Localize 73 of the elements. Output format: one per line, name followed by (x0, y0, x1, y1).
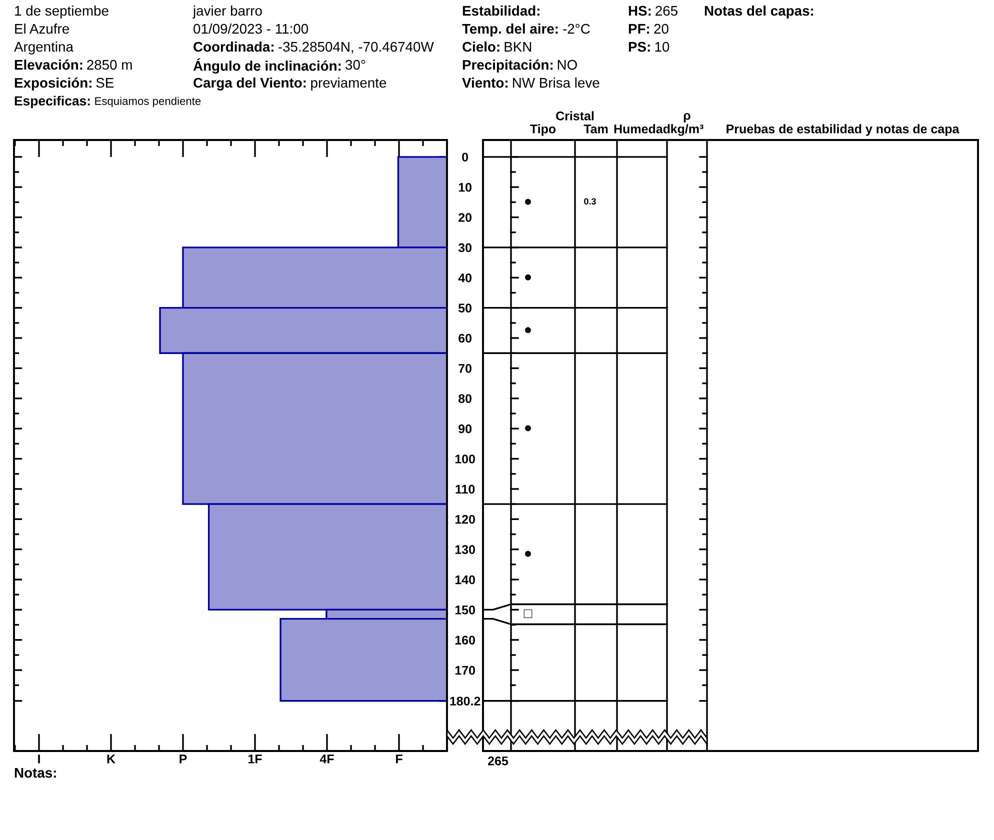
text: PF: (628, 24, 650, 34)
text: 2850 m (87, 60, 132, 70)
y-tick-label: 160 (455, 636, 475, 645)
text: -35.28504N, -70.46740W (278, 42, 434, 54)
text: BKN (504, 42, 532, 52)
text: K (107, 754, 116, 764)
text: Elevación: (14, 59, 82, 70)
y-tick-label: 100 (455, 454, 475, 464)
text: previamente (311, 78, 386, 90)
text: I (38, 754, 40, 764)
text: Exposición: (14, 77, 92, 91)
text: 0.3 (584, 198, 596, 205)
text: P (180, 754, 187, 764)
category-label: Tipo (530, 124, 556, 136)
text: Notas del capas: (704, 6, 814, 18)
y-tick-label: 120 (455, 514, 475, 524)
text: Especificas: (14, 96, 90, 108)
text: Coordinada: (194, 42, 274, 52)
category-label: Humedad (614, 124, 670, 134)
text: SE (96, 78, 114, 88)
category-label: Tam (584, 124, 608, 134)
y-tick-label: 150 (455, 606, 475, 614)
text: Cielo: (462, 42, 500, 52)
text: ● (525, 274, 531, 280)
text: Cristal (556, 111, 594, 120)
text: Esquiamos pendiente (95, 96, 201, 108)
text: Notas: (14, 768, 56, 778)
text: Estabilidad: (462, 6, 540, 16)
text: 10 (655, 42, 670, 52)
text: Argentina (14, 42, 74, 54)
text: PS: (628, 42, 650, 52)
text: Carga del Viento: (194, 77, 306, 91)
text: ● (525, 327, 531, 334)
text: 265 (656, 6, 678, 16)
text: ● (525, 550, 531, 557)
category-label: ρ kg/m³ (671, 112, 704, 136)
text: 1 de septiembe (15, 6, 108, 18)
text: ● (525, 425, 531, 432)
text: El Azufre (15, 24, 69, 34)
category-label: Pruebas de estabilidad y notas de capa (726, 124, 960, 136)
y-tick-label: 20 (458, 213, 472, 222)
y-tick-label: 0 (462, 152, 468, 162)
y-tick-label: 180.2 (450, 696, 480, 706)
text: ● (525, 198, 531, 205)
text: Temp. del aire: (462, 24, 558, 36)
y-tick-label: 80 (458, 394, 472, 404)
text: -2°C (563, 24, 590, 34)
text: HS: (628, 6, 651, 16)
text: 4F (320, 754, 334, 764)
text: 01/09/2023 - 11:00 (194, 24, 308, 34)
y-tick-label: 60 (458, 334, 472, 343)
y-tick-label: 30 (458, 243, 472, 252)
y-tick-label: 90 (458, 424, 472, 434)
y-tick-label: 40 (458, 273, 472, 282)
y-tick-label: 10 (458, 182, 472, 192)
y-tick-label: 50 (458, 304, 472, 312)
text: 30° (346, 60, 366, 70)
y-tick-label: 140 (455, 575, 475, 584)
y-tick-label: 170 (455, 666, 475, 675)
text: Viento: (462, 78, 508, 88)
text: javier barro (192, 6, 262, 18)
text: NO (558, 60, 577, 70)
text: 20 (654, 24, 668, 34)
y-tick-label: 70 (458, 364, 472, 373)
text: 1F (248, 754, 262, 764)
y-tick-label: 130 (455, 545, 475, 554)
text: □ (524, 610, 532, 618)
text: Ángulo de inclinación: (193, 58, 341, 74)
y-tick-label: 110 (456, 484, 475, 494)
text: NW Brisa leve (513, 78, 600, 88)
text: 265 (488, 756, 508, 766)
text: F (396, 754, 402, 764)
text: Precipitación: (462, 59, 553, 73)
